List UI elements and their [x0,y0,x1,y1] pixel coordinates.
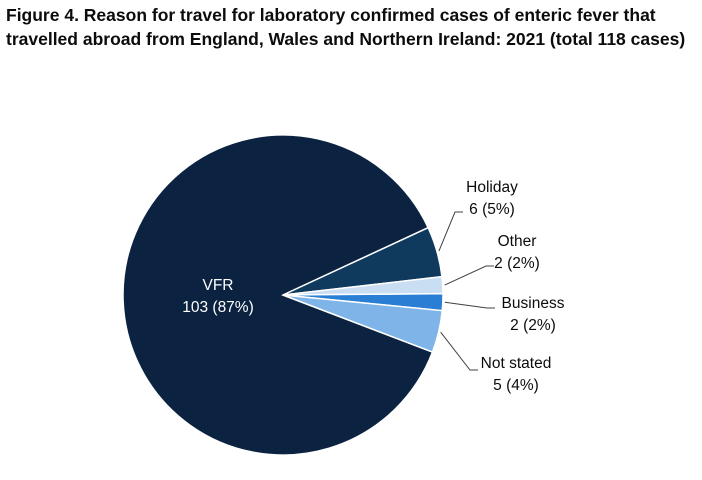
leader-line-business [444,301,495,309]
leader-line-other [444,265,494,286]
pie-slice-vfr [122,134,434,456]
leader-lines [438,211,495,371]
slice-value-other: 2 (2%) [494,255,540,272]
pie-slice-not-stated [282,294,444,353]
slice-label-not-stated: Not stated [481,355,552,372]
slice-value-holiday: 6 (5%) [469,201,515,218]
slice-value-not-stated: 5 (4%) [493,377,539,394]
slice-label-vfr: VFR [203,277,234,294]
figure-title: Figure 4. Reason for travel for laborato… [6,5,686,49]
slice-value-business: 2 (2%) [510,317,556,334]
slice-value-vfr: 103 (87%) [182,299,254,316]
slice-labels: VFR 103 (87%) Holiday 6 (5%) Other 2 (2%) Busi… [182,179,564,394]
slice-label-holiday: Holiday [466,179,518,196]
leader-line-not-stated [440,331,478,371]
slice-label-business: Business [502,295,565,312]
pie-slices [122,134,444,456]
slice-label-other: Other [498,233,537,250]
leader-line-holiday [438,211,463,252]
